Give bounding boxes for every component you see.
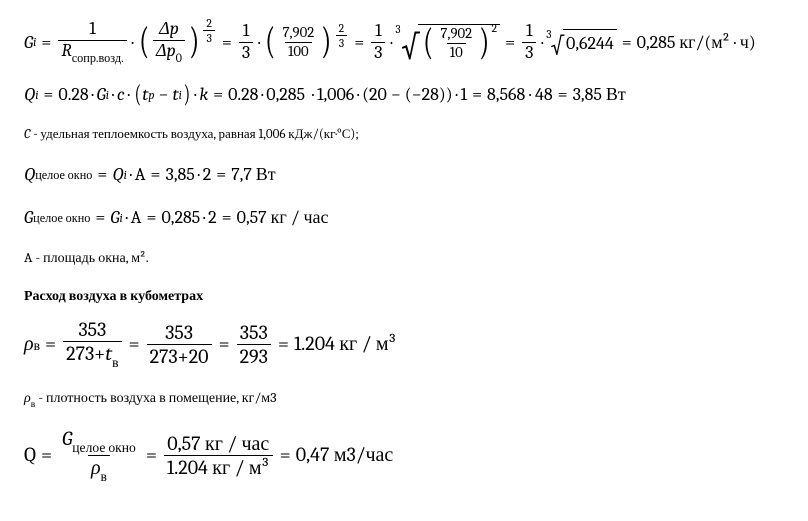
dot: · [132,30,134,55]
note-specific-heat: C - удельная теплоемкость воздуха, равна… [24,126,784,144]
frac-353-273t: 353 273+tв [63,319,121,369]
frac-1-3b: 1 3 [371,22,385,63]
result-Qi: 3,85 [573,82,602,107]
unit-Gi: кг/(м² · ч) [679,30,755,55]
paren-dp-dp0: ( Δp Δp0 ) 2 3 [137,20,217,64]
paren-tp-ti: ( tp − ti ) [133,82,192,107]
frac-353-293a: 353 273+20 [147,322,212,367]
equation-rho: ρв = 353 273+tв = 353 273+20 = 353 293 =… [24,319,784,369]
result-Q-flow: 0,47 [296,441,330,469]
equation-Qi: Qi = 0.28 · Gi · c · ( tp − ti ) · k = 0… [24,82,784,107]
unit-Qi: Вт [606,82,626,107]
var-G: G [24,30,33,55]
frac-1-over-R: 1 Rсопр.возд. [58,20,126,64]
equation-Q-flow: Q = Gцелое окно ρв = 0,57 кг / час 1.204… [24,428,784,484]
frac-1-3c: 1 3 [522,22,536,63]
unit-Gwindow: кг / час [271,205,329,230]
unit-Q-flow: м3/час [334,441,394,469]
result-rho: 1.204 [294,330,335,358]
result-Qwindow: 7,7 [231,162,252,187]
result-Gi: 0,285 [637,30,676,55]
section-air-flow: Расход воздуха в кубометрах [24,286,784,306]
equation-Qwindow: Qцелое окно = Qi · A = 3,85·2 = 7,7 Вт [24,162,784,187]
unit-Qwindow: Вт [256,162,276,187]
frac-G-rho: Gцелое окно ρв [59,428,139,484]
frac-numeric: 0,57 кг / час 1.204 кг / м³ [164,433,273,478]
sub-i: i [33,35,36,52]
cuberoot-1: 3 √ ( 7,902 10 ) 2 [395,24,500,60]
result-Gwindow: 0,57 [237,205,267,230]
paren-7902-100: ( 7,902 100 ) 2 3 [263,25,349,59]
equation-Gi: Gi = 1 Rсопр.возд. · ( Δp Δp0 ) 2 3 = 1 … [24,20,784,64]
frac-1-3a: 1 3 [239,22,253,63]
equals: = [41,30,51,55]
frac-353-293b: 353 293 [237,322,271,367]
cuberoot-2: 3 √ 0,6244 [546,29,616,56]
note-air-density: ρв - плотность воздуха в помещение, кг/м… [24,388,784,410]
unit-rho: кг / м³ [339,330,396,358]
note-area: A - площадь окна, м². [24,248,784,268]
equation-Gwindow: Gцелое окно = Gi · A = 0,285·2 = 0,57 кг… [24,205,784,230]
